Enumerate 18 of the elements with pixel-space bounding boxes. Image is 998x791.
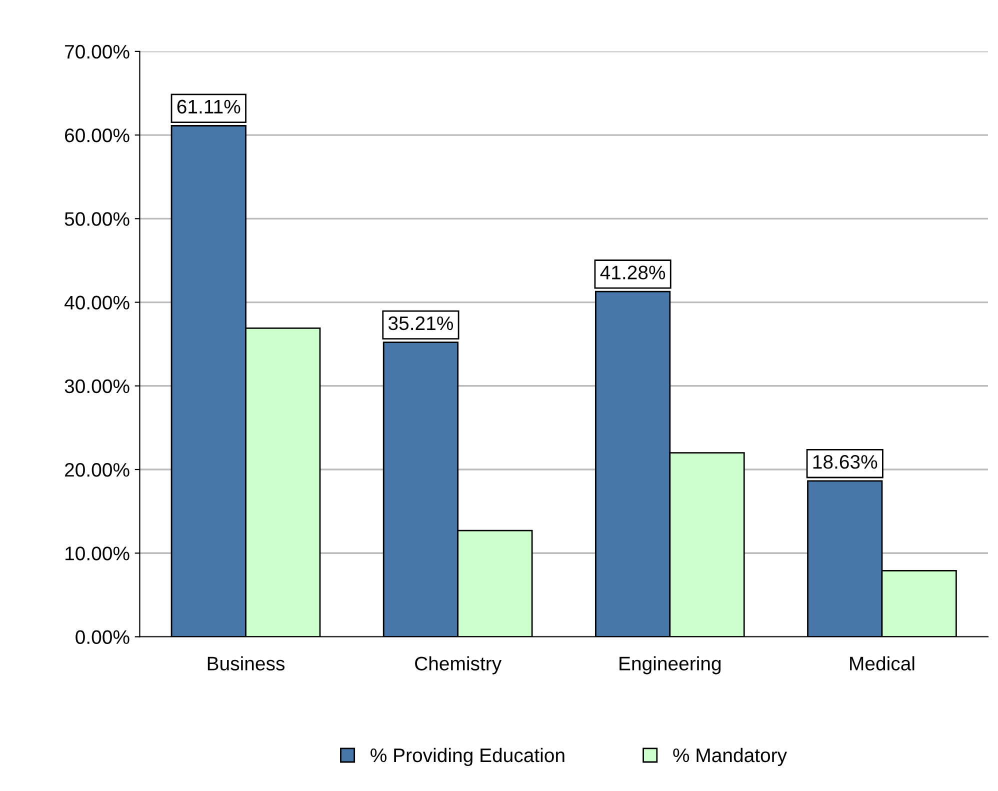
y-tick-label: 20.00% bbox=[65, 462, 130, 477]
y-tick-label: 0.00% bbox=[76, 630, 130, 644]
y-tick-label: 70.00% bbox=[65, 44, 130, 59]
data-label: 41.28% bbox=[600, 266, 666, 280]
y-tick-label: 40.00% bbox=[64, 296, 130, 310]
data-label: 18.63% bbox=[813, 455, 878, 469]
x-tick-label: Engineering bbox=[620, 656, 721, 674]
y-tick-label: 30.00% bbox=[64, 379, 130, 394]
x-tick-label: Business bbox=[208, 656, 285, 670]
y-tick-label: 50.00% bbox=[64, 212, 130, 226]
x-tick-label: Chemistry bbox=[415, 656, 502, 674]
y-tick-label: 10.00% bbox=[66, 546, 130, 560]
x-tick-label: Medical bbox=[850, 656, 914, 670]
legend-label: % Mandatory bbox=[673, 748, 787, 766]
legend-label: % Providing Education bbox=[370, 748, 564, 766]
data-label: 61.11% bbox=[177, 100, 240, 114]
y-tick-label: 60.00% bbox=[65, 128, 130, 142]
data-label: 35.21% bbox=[388, 316, 454, 330]
